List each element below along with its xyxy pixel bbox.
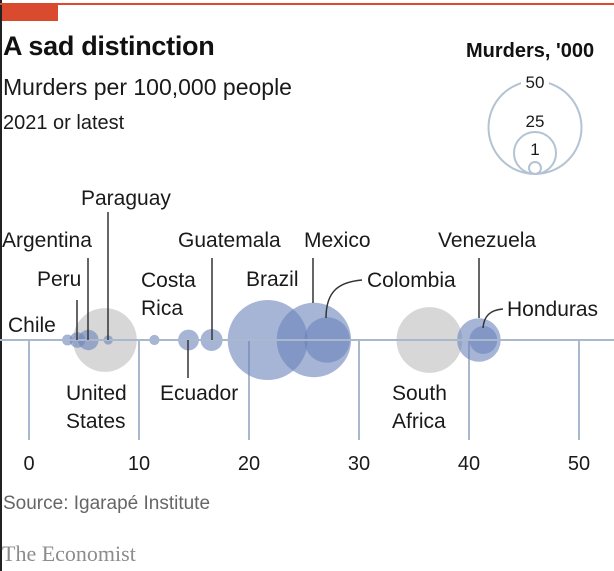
label-costa-rica-line1: Costa (141, 269, 196, 292)
label-brazil: Brazil (246, 268, 299, 291)
source-note: Source: Igarapé Institute (3, 493, 211, 514)
label-chile: Chile (8, 314, 56, 337)
tick-labels: 0 10 20 30 40 50 (23, 453, 590, 475)
legend-label-25: 25 (526, 112, 545, 131)
label-south-africa-line1: South (392, 382, 447, 405)
tick-label-20: 20 (238, 453, 260, 475)
label-united-states-line2: States (66, 410, 126, 433)
publisher-logo: The Economist (2, 541, 136, 566)
chart-subtitle: Murders per 100,000 people (3, 74, 292, 100)
label-ecuador: Ecuador (160, 382, 238, 405)
tick-label-30: 30 (348, 453, 370, 475)
legend-label-1: 1 (530, 140, 539, 159)
chart-note: 2021 or latest (3, 112, 125, 134)
leader-colombia (325, 279, 363, 319)
size-legend: 50 25 1 (487, 73, 583, 175)
leader-lines (76, 212, 504, 378)
label-argentina: Argentina (2, 229, 92, 252)
label-guatemala: Guatemala (178, 229, 281, 252)
tick-label-50: 50 (568, 453, 590, 475)
legend-label-bg (521, 73, 549, 89)
label-united-states-line1: United (66, 382, 127, 405)
tick-label-0: 0 (23, 453, 34, 475)
tick-label-10: 10 (128, 453, 150, 475)
label-paraguay: Paraguay (81, 187, 171, 210)
country-labels: Chile Peru Argentina United States Paraguay Co… (2, 187, 598, 433)
label-peru: Peru (37, 268, 81, 291)
legend-label-50: 50 (526, 73, 545, 92)
leader-honduras (482, 308, 504, 329)
tick-label-40: 40 (458, 453, 480, 475)
brand-tag (2, 3, 58, 21)
label-mexico: Mexico (304, 229, 371, 252)
top-rule (0, 3, 614, 5)
label-south-africa-line2: Africa (392, 410, 446, 433)
label-venezuela: Venezuela (438, 229, 536, 252)
label-colombia: Colombia (367, 269, 456, 292)
legend-title: Murders, '000 (466, 40, 595, 62)
legend-circle-1 (528, 161, 542, 175)
left-border (0, 0, 2, 571)
chart-title: A sad distinction (3, 31, 215, 61)
label-honduras: Honduras (507, 298, 598, 321)
label-costa-rica-line2: Rica (141, 297, 183, 320)
